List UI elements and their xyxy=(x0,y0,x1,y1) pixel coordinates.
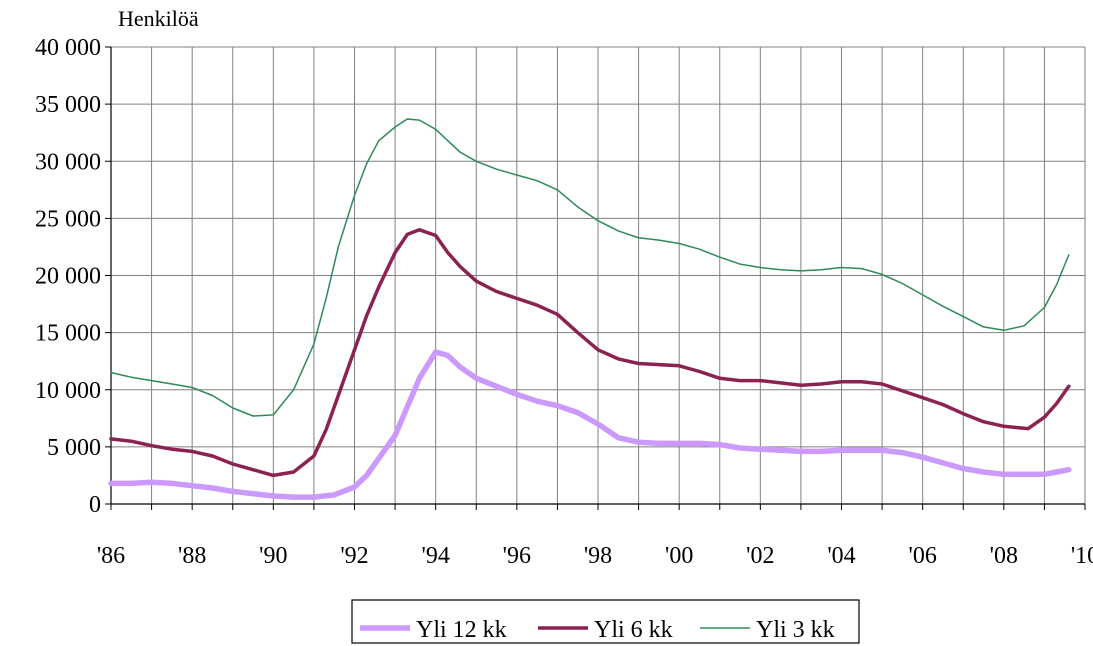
series-line-1 xyxy=(108,349,1072,500)
plot-area xyxy=(108,118,1072,500)
series-line-2 xyxy=(109,228,1071,478)
legend-label: Yli 6 kk xyxy=(594,617,673,643)
x-tick-label: '04 xyxy=(827,543,855,569)
x-tick-label: '08 xyxy=(990,543,1018,569)
legend-box xyxy=(351,599,860,644)
x-tick-label: '94 xyxy=(422,543,450,569)
y-tick-labels: 0 5 000 10 000 15 000 20 000 25 000 30 000 35 0… xyxy=(35,35,101,518)
x-tick-label: '10 xyxy=(1071,543,1093,569)
x-tick-label: '00 xyxy=(665,543,693,569)
x-tick-labels: '86 '88 '90 '92 '94 '96 '98 '00 '02 '04 '06 '08 '10 xyxy=(97,543,1093,569)
y-axis-label: Henkilöä xyxy=(118,6,199,31)
x-tick-label: '86 xyxy=(97,543,125,569)
x-tick-label: '88 xyxy=(178,543,206,569)
x-tick-label: '06 xyxy=(909,543,937,569)
legend-label: Yli 12 kk xyxy=(416,617,507,643)
x-tick-label: '96 xyxy=(503,543,531,569)
y-tick-label: 10 000 xyxy=(35,378,101,404)
legend-label: Yli 3 kk xyxy=(756,617,835,643)
y-tick-label: 40 000 xyxy=(35,35,101,61)
y-tick-label: 25 000 xyxy=(35,206,101,232)
x-tick-label: '02 xyxy=(746,543,774,569)
x-tick-label: '90 xyxy=(259,543,287,569)
series-line-3 xyxy=(110,118,1070,417)
x-tick-label: '98 xyxy=(584,543,612,569)
y-tick-label: 30 000 xyxy=(35,149,101,175)
legend: Yli 12 kk Yli 6 kk Yli 3 kk xyxy=(351,599,860,644)
y-tick-label: 20 000 xyxy=(35,264,101,290)
y-tick-label: 35 000 xyxy=(35,92,101,118)
y-tick-label: 15 000 xyxy=(35,321,101,347)
axes xyxy=(105,46,1086,510)
x-tick-label: '92 xyxy=(340,543,368,569)
y-tick-label: 5 000 xyxy=(47,435,101,461)
y-tick-label: 0 xyxy=(89,492,101,518)
gridlines xyxy=(110,46,1086,505)
